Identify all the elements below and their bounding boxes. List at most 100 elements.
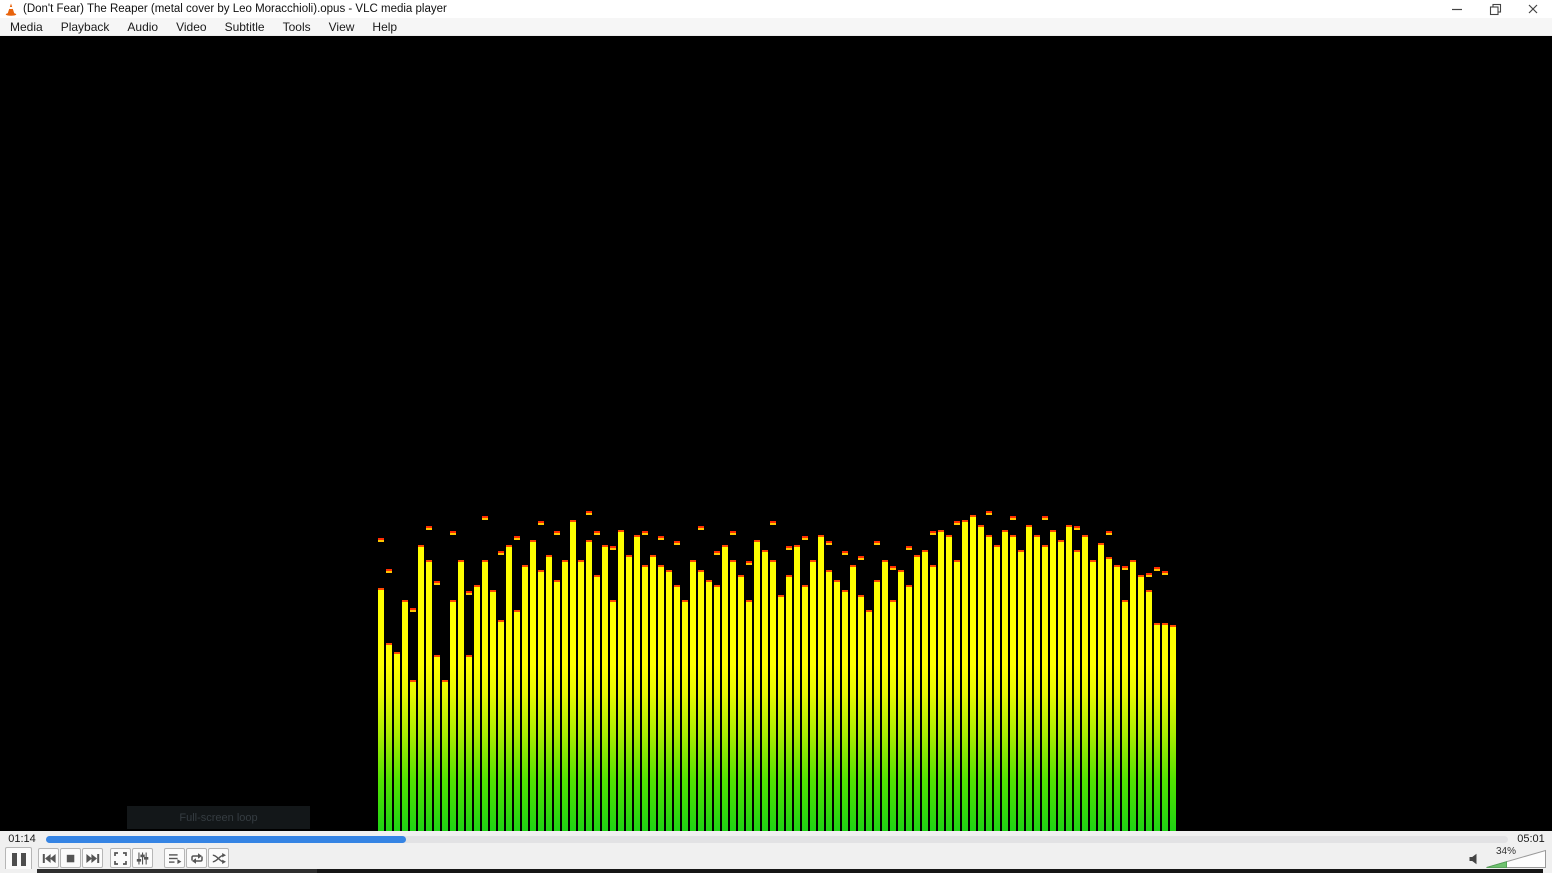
menu-item-video[interactable]: Video [176,19,207,34]
menu-item-playback[interactable]: Playback [60,19,110,34]
spectrum-peak-marker [826,541,832,545]
video-area[interactable]: Full-screen loop [0,36,1552,831]
spectrum-bar [730,560,736,831]
spectrum-bar [1154,623,1160,831]
spectrum-bar [1074,550,1080,831]
spectrum-bar [770,560,776,831]
menu-item-media[interactable]: Media [10,19,43,34]
spectrum-peak-marker [802,536,808,540]
spectrum-bar [898,570,904,831]
volume-slider[interactable] [1486,849,1547,873]
spectrum-bar [378,588,384,831]
spectrum-bar [938,530,944,831]
spectrum-bar [1058,540,1064,831]
spectrum-bar [642,565,648,831]
spectrum-peak-marker [610,546,616,550]
spectrum-bar [482,560,488,831]
menu-bar: Media Playback Audio Video Subtitle Tools View… [0,18,1552,36]
spectrum-bar [1010,535,1016,831]
spectrum-peak-marker [698,526,704,530]
seek-bar[interactable] [46,835,1508,843]
spectrum-bar [658,565,664,831]
spectrum-bar [1034,535,1040,831]
restore-button[interactable] [1476,0,1514,18]
spectrum-bar [522,565,528,831]
spectrum-bar [442,680,448,831]
spectrum-peak-marker [450,531,456,535]
loop-button[interactable] [186,848,207,868]
spectrum-bar [858,595,864,831]
spectrum-peak-marker [770,521,776,525]
spectrum-bar [498,620,504,831]
spectrum-bar [402,600,408,831]
fullscreen-icon [114,851,127,865]
next-button[interactable] [82,848,103,868]
spectrum-peak-marker [658,536,664,540]
spectrum-bar [714,585,720,831]
spectrum-peak-marker [434,581,440,585]
previous-button[interactable] [38,848,59,868]
spectrum-peak-marker [1162,571,1168,575]
audio-spectrum-visualizer [378,501,1182,831]
fullscreen-button[interactable] [110,848,131,868]
spectrum-bar [930,565,936,831]
extended-settings-button[interactable] [132,848,153,868]
spectrum-bar [530,540,536,831]
spectrum-peak-marker [1042,516,1048,520]
spectrum-peak-marker [746,561,752,565]
menu-item-audio[interactable]: Audio [127,19,159,34]
spectrum-bar [1082,535,1088,831]
spectrum-bar [1090,560,1096,831]
playlist-button[interactable] [164,848,185,868]
spectrum-bar [1098,543,1104,831]
menu-item-help[interactable]: Help [372,19,398,34]
spectrum-bar [458,560,464,831]
equalizer-icon [136,852,149,864]
seek-row: 01:14 05:01 [0,831,1552,847]
random-button[interactable] [208,848,229,868]
spectrum-peak-marker [874,541,880,545]
spectrum-bar [962,520,968,831]
stop-icon [66,854,75,862]
spectrum-bar [1106,557,1112,831]
spectrum-peak-marker [1146,573,1152,577]
spectrum-bar [1122,600,1128,831]
speaker-icon[interactable] [1469,852,1480,870]
spectrum-peak-marker [514,536,520,540]
spectrum-peak-marker [498,551,504,555]
spectrum-peak-marker [842,551,848,555]
spectrum-bar [778,595,784,831]
playlist-icon [168,853,181,864]
spectrum-bar [514,610,520,831]
osd-tooltip: Full-screen loop [127,806,310,829]
total-time: 05:01 [1517,833,1545,845]
minimize-button[interactable] [1438,0,1476,18]
spectrum-bar [746,600,752,831]
spectrum-bar [570,520,576,831]
bottom-edge [0,869,1552,873]
spectrum-bar [890,600,896,831]
menu-item-subtitle[interactable]: Subtitle [224,19,265,34]
spectrum-bar [946,535,952,831]
stop-button[interactable] [60,848,81,868]
pause-button[interactable] [5,847,32,871]
spectrum-bar [882,560,888,831]
spectrum-bar [610,600,616,831]
spectrum-bar [626,555,632,831]
seek-progress [46,835,406,843]
spectrum-peak-marker [1122,566,1128,570]
spectrum-bar [474,585,480,831]
spectrum-bar [842,590,848,831]
menu-item-view[interactable]: View [328,19,355,34]
spectrum-bar [874,580,880,831]
spectrum-bar [1146,590,1152,831]
spectrum-bar [722,545,728,831]
spectrum-bar [450,600,456,831]
close-button[interactable] [1514,0,1552,18]
spectrum-bar [914,555,920,831]
spectrum-peak-marker [426,526,432,530]
menu-item-tools[interactable]: Tools [282,19,311,34]
spectrum-bar [970,515,976,831]
window-title: (Don't Fear) The Reaper (metal cover by … [23,3,447,15]
